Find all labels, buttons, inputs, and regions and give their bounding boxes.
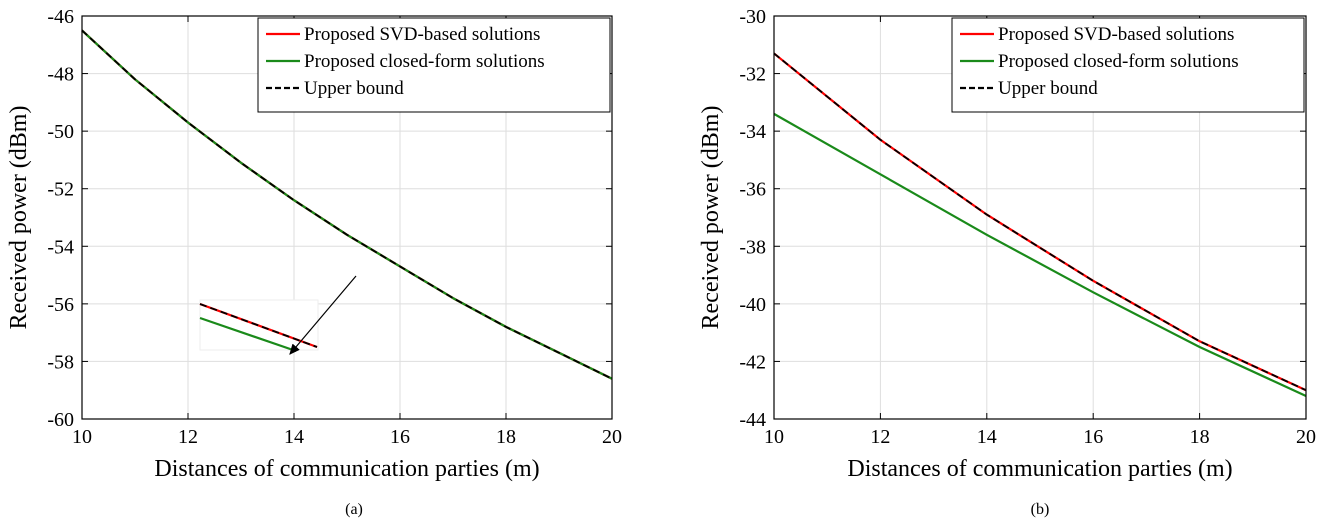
x-tick-label: 20 <box>602 426 622 448</box>
y-ticks-a: -46 -48 -50 -52 -54 -56 -58 -60 <box>47 6 612 431</box>
y-tick-label: -52 <box>47 179 74 201</box>
caption-b: (b) <box>1031 501 1050 518</box>
legend-a: Proposed SVD-based solutions Proposed clo… <box>257 17 611 113</box>
x-tick-label: 10 <box>764 426 784 448</box>
x-tick-label: 18 <box>496 426 516 448</box>
y-tick-label: -46 <box>47 6 74 28</box>
x-tick-label: 12 <box>870 426 890 448</box>
inset-a <box>199 299 319 353</box>
x-tick-label: 10 <box>72 426 92 448</box>
legend-box <box>257 17 611 113</box>
x-ticks-b: 10 12 14 16 18 20 <box>764 16 1316 448</box>
legend-box <box>951 17 1305 113</box>
x-axis-label-b: Distances of communication parties (m) <box>847 456 1232 482</box>
series-line-upper-bound <box>773 52 1307 392</box>
series-line-closed-form <box>773 112 1307 397</box>
chart-panel-a: 10 12 14 16 18 20 -46 -48 -50 -52 -54 -56 -58 -60 Di… <box>6 6 622 518</box>
x-tick-label: 14 <box>284 426 304 448</box>
zoom-arrow <box>289 275 357 355</box>
x-axis-label-a: Distances of communication parties (m) <box>154 456 539 482</box>
y-tick-label: -58 <box>47 351 74 373</box>
inset-closed-form-line <box>199 316 297 353</box>
series-group-a <box>81 29 613 380</box>
y-tick-label: -38 <box>739 236 766 258</box>
x-ticks-a: 10 12 14 16 18 20 <box>72 16 622 448</box>
y-tick-label: -40 <box>739 294 766 316</box>
x-tick-label: 16 <box>1083 426 1103 448</box>
legend-label: Upper bound <box>304 78 404 99</box>
y-tick-label: -36 <box>739 179 766 201</box>
y-ticks-b: -30 -32 -34 -36 -38 -40 -42 -44 <box>739 6 1306 431</box>
x-tick-label: 20 <box>1296 426 1316 448</box>
legend-b: Proposed SVD-based solutions Proposed clo… <box>951 17 1305 113</box>
plot-frame-b <box>773 15 1307 420</box>
legend-label: Upper bound <box>998 78 1098 99</box>
y-tick-label: -42 <box>739 351 766 373</box>
y-tick-label: -34 <box>739 121 766 143</box>
y-tick-label: -32 <box>739 64 766 86</box>
caption-a: (a) <box>345 501 363 518</box>
inset-upper-bound-line <box>199 303 318 348</box>
legend-label: Proposed closed-form solutions <box>998 51 1239 72</box>
x-tick-label: 12 <box>178 426 198 448</box>
y-tick-label: -50 <box>47 121 74 143</box>
legend-label: Proposed SVD-based solutions <box>304 24 540 45</box>
plot-frame-a <box>81 15 613 420</box>
x-tick-label: 18 <box>1190 426 1210 448</box>
y-axis-label-a: Received power (dBm) <box>6 106 32 330</box>
legend-label: Proposed SVD-based solutions <box>998 24 1234 45</box>
legend-label: Proposed closed-form solutions <box>304 51 545 72</box>
y-axis-label-b: Received power (dBm) <box>698 106 724 330</box>
series-line-upper-bound <box>81 29 613 380</box>
x-tick-label: 16 <box>390 426 410 448</box>
y-tick-label: -60 <box>47 409 74 431</box>
y-tick-label: -48 <box>47 64 74 86</box>
y-tick-label: -44 <box>739 409 766 431</box>
chart-panel-b: 10 12 14 16 18 20 -30 -32 -34 -36 -38 -40 -42 -44 Di… <box>698 6 1316 518</box>
series-group-b <box>773 52 1307 397</box>
y-tick-label: -54 <box>47 236 74 258</box>
x-tick-label: 14 <box>977 426 997 448</box>
y-tick-label: -56 <box>47 294 74 316</box>
y-tick-label: -30 <box>739 6 766 28</box>
